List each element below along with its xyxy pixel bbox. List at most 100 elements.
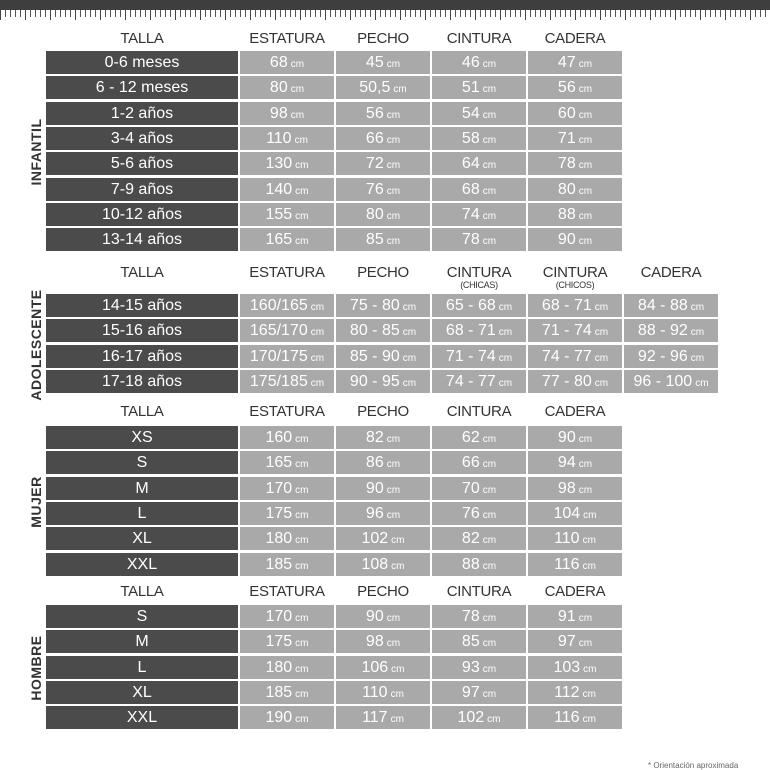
unit-label: cm (578, 59, 593, 70)
measure-cell: 117 cm (336, 706, 430, 730)
unit-label: cm (498, 302, 513, 313)
unit-label: cm (391, 535, 405, 547)
measure-cell: 155 cm (240, 202, 334, 226)
measure-cell: 175 cm (240, 630, 334, 654)
measure-value: 102 (457, 709, 485, 727)
column-header-sub: (CHICAS) (460, 280, 498, 290)
measure-cell: 185 cm (240, 552, 334, 576)
unit-label: cm (386, 434, 401, 445)
measure-cell: 97 cm (528, 630, 622, 654)
measure-value: 82 (461, 530, 480, 548)
column-header: CINTURA (CHICOS) (528, 262, 622, 290)
measure-value: 180 (265, 658, 293, 676)
measure-value: 54 (461, 104, 480, 122)
measure-value: 88 (557, 205, 576, 223)
measure-cell: 56 cm (336, 101, 430, 125)
measure-value: 116 (554, 709, 580, 727)
measure-value: 160/165 (249, 297, 308, 314)
measure-cell: 98 cm (240, 101, 334, 125)
column-header-label: CADERA (544, 583, 606, 600)
column-header: TALLA (46, 581, 238, 603)
column-header: PECHO (336, 28, 430, 50)
unit-label: cm (391, 560, 405, 572)
measure-cell: 96 cm (336, 501, 430, 525)
size-label: 14-15 años (46, 294, 238, 317)
measure-value: 56 (557, 79, 576, 97)
measure-value: 170 (265, 479, 293, 497)
column-header-label: CINTURA (446, 403, 512, 420)
size-label: 7-9 años (46, 177, 238, 201)
unit-label: cm (583, 663, 597, 675)
unit-label: cm (402, 302, 417, 313)
measure-cell: 80 cm (336, 202, 430, 226)
measure-value: 80 (269, 79, 288, 97)
unit-label: cm (594, 377, 609, 389)
measure-value: 60 (557, 104, 576, 122)
unit-label: cm (295, 459, 309, 471)
measure-value: 76 (365, 180, 384, 198)
measure-cell: 175 cm (240, 501, 334, 525)
measure-cell: 96 - 100 cm (624, 369, 718, 393)
unit-label: cm (310, 377, 325, 389)
measure-cell: 85 - 90 cm (336, 344, 430, 368)
measure-value: 96 - 100 (633, 372, 693, 390)
measure-value: 185 (265, 555, 293, 573)
size-label: XXL (46, 552, 238, 576)
column-header-label: CADERA (544, 30, 606, 47)
measure-value: 68 - 71 (541, 297, 592, 314)
measure-value: 92 - 96 (637, 347, 688, 365)
unit-label: cm (578, 210, 593, 222)
measure-value: 108 (361, 555, 389, 573)
measure-value: 175 (265, 633, 293, 651)
measure-value: 72 (365, 155, 384, 173)
measure-cell: 66 cm (336, 126, 430, 150)
measure-value: 98 (269, 104, 288, 122)
unit-label: cm (578, 484, 593, 496)
measure-value: 91 (557, 608, 576, 625)
ruler-major-ticks (0, 10, 770, 20)
unit-label: cm (498, 352, 513, 364)
column-header-sub: (CHICOS) (555, 280, 595, 290)
measure-value: 47 (557, 54, 576, 71)
measure-cell: 71 cm (528, 126, 622, 150)
measure-value: 58 (461, 129, 480, 147)
size-label: L (46, 655, 238, 679)
measure-cell: 170 cm (240, 605, 334, 628)
section-title: ADOLESCENTE (28, 288, 44, 401)
measure-cell: 88 - 92 cm (624, 319, 718, 343)
unit-label: cm (578, 613, 593, 624)
unit-label: cm (391, 663, 405, 675)
measure-cell: 80 - 85 cm (336, 319, 430, 343)
measure-value: 50,5 (359, 79, 391, 97)
column-header-label: PECHO (357, 264, 409, 281)
measure-cell: 160 cm (240, 426, 334, 449)
unit-label: cm (594, 327, 609, 339)
column-header: PECHO (336, 401, 430, 423)
unit-label: cm (582, 535, 596, 547)
unit-label: cm (578, 434, 593, 445)
measure-value: 68 (269, 54, 288, 71)
measure-value: 96 (365, 504, 384, 522)
unit-label: cm (402, 377, 417, 389)
measure-value: 94 (557, 454, 576, 472)
unit-label: cm (594, 352, 609, 364)
unit-label: cm (578, 109, 593, 121)
unit-label: cm (310, 327, 325, 339)
measure-value: 160 (265, 429, 293, 446)
column-header-label: ESTATURA (249, 30, 325, 47)
measure-cell: 97 cm (432, 680, 526, 704)
measure-cell: 90 cm (336, 605, 430, 628)
section-title: INFANTIL (28, 118, 44, 186)
unit-label: cm (402, 352, 417, 364)
measure-value: 155 (265, 205, 293, 223)
size-label: S (46, 605, 238, 628)
measure-value: 175/185 (249, 372, 308, 390)
measure-cell: 110 cm (336, 680, 430, 704)
size-label: 13-14 años (46, 228, 238, 252)
measure-value: 140 (265, 180, 293, 198)
unit-label: cm (695, 377, 709, 389)
measure-cell: 82 cm (432, 527, 526, 551)
column-header-label: CADERA (640, 264, 702, 281)
measure-cell: 77 - 80 cm (528, 369, 622, 393)
column-header: ESTATURA (240, 401, 334, 423)
